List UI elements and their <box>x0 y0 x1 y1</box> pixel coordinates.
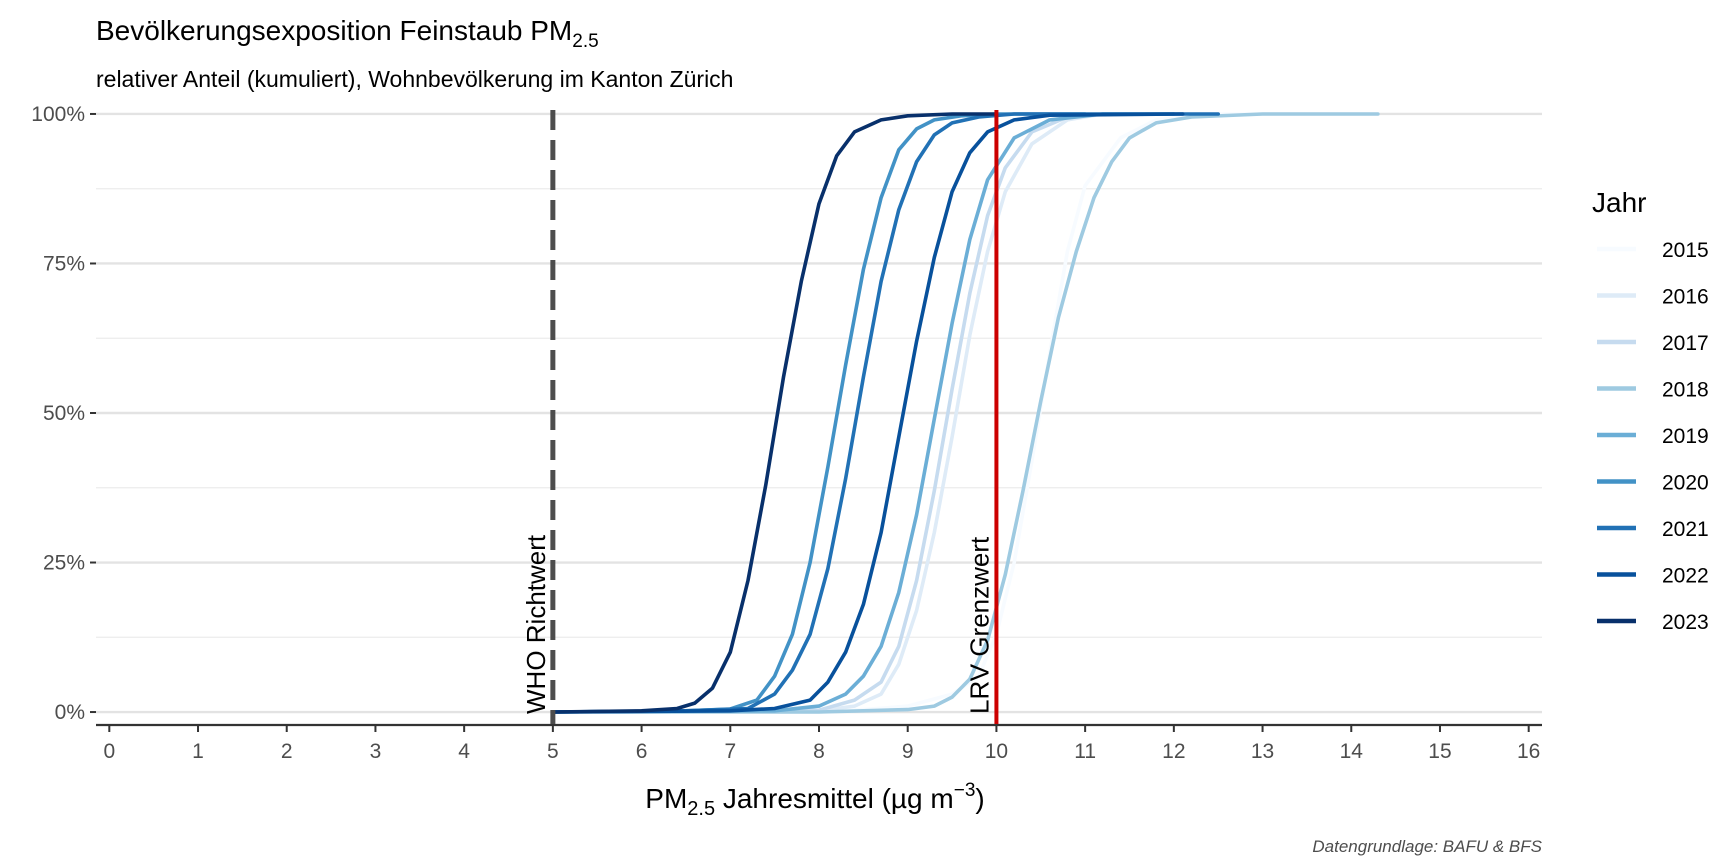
legend-label-2021: 2021 <box>1662 518 1709 541</box>
x-tick-label: 4 <box>458 740 470 763</box>
x-tick-label: 12 <box>1162 740 1185 763</box>
y-tick-label: 75% <box>43 252 85 275</box>
y-tick-label: 50% <box>43 402 85 425</box>
x-axis-label-pm: PM <box>645 783 687 814</box>
series-line-2018 <box>551 112 1380 714</box>
chart-title-main: Bevölkerungsexposition Feinstaub PM <box>96 15 572 46</box>
x-tick-label: 11 <box>1074 740 1096 763</box>
x-tick-label: 15 <box>1428 740 1451 763</box>
legend-label-2016: 2016 <box>1662 286 1709 309</box>
series-lines <box>551 112 1380 714</box>
reference-label-who: WHO Richtwert <box>521 534 551 714</box>
caption: Datengrundlage: BAFU & BFS <box>1312 837 1542 856</box>
x-axis-label-close: ) <box>975 783 984 814</box>
x-axis-label: PM2.5 Jahresmittel (µg m−3) <box>645 780 984 820</box>
legend-label-2015: 2015 <box>1662 239 1709 262</box>
x-tick-label: 3 <box>370 740 382 763</box>
x-tick-label: 7 <box>724 740 736 763</box>
y-axis: 0% 25% 50% 75% 100% <box>31 103 96 724</box>
x-tick-label: 2 <box>281 740 293 763</box>
chart-subtitle: relativer Anteil (kumuliert), Wohnbevölk… <box>96 66 733 92</box>
x-tick-label: 14 <box>1340 740 1364 763</box>
series-line-2019 <box>551 112 1176 714</box>
series-line-2016 <box>551 112 1176 714</box>
reference-lines: WHO Richtwert LRV Grenzwert <box>521 110 999 724</box>
y-tick-label: 100% <box>31 103 85 126</box>
chart-title: Bevölkerungsexposition Feinstaub PM2.5 <box>96 15 599 52</box>
series-line-2021 <box>551 112 1220 714</box>
x-axis-label-text: Jahresmittel (µg m <box>715 783 954 814</box>
legend-label-2020: 2020 <box>1662 472 1709 495</box>
x-axis-label-subscript: 2.5 <box>687 798 715 820</box>
x-axis-label-superscript: −3 <box>954 780 976 801</box>
y-tick-label: 25% <box>43 552 85 575</box>
x-tick-label: 10 <box>985 740 1008 763</box>
series-line-2015 <box>551 112 1380 714</box>
y-tick-label: 0% <box>55 701 85 724</box>
x-tick-label: 13 <box>1251 740 1274 763</box>
x-tick-label: 16 <box>1517 740 1540 763</box>
x-axis: 0 1 2 3 4 5 6 7 8 9 10 11 12 13 14 15 16 <box>96 723 1542 763</box>
x-tick-label: 9 <box>902 740 914 763</box>
legend-label-2019: 2019 <box>1662 425 1709 448</box>
chart-title-subscript: 2.5 <box>572 31 598 52</box>
x-tick-label: 0 <box>103 740 115 763</box>
reference-label-lrv: LRV Grenzwert <box>964 536 994 714</box>
legend: 2015 2016 2017 2018 2019 2020 2021 2022 2023 <box>1597 239 1709 634</box>
x-tick-label: 8 <box>813 740 825 763</box>
legend-label-2018: 2018 <box>1662 379 1709 402</box>
series-line-2017 <box>551 112 1176 714</box>
series-line-2023 <box>551 112 999 714</box>
x-tick-label: 1 <box>192 740 204 763</box>
legend-label-2022: 2022 <box>1662 565 1709 588</box>
x-tick-label: 6 <box>636 740 648 763</box>
legend-title: Jahr <box>1592 187 1646 218</box>
legend-label-2017: 2017 <box>1662 332 1709 355</box>
series-line-2020 <box>551 112 1087 714</box>
legend-label-2023: 2023 <box>1662 611 1709 634</box>
x-tick-label: 5 <box>547 740 559 763</box>
